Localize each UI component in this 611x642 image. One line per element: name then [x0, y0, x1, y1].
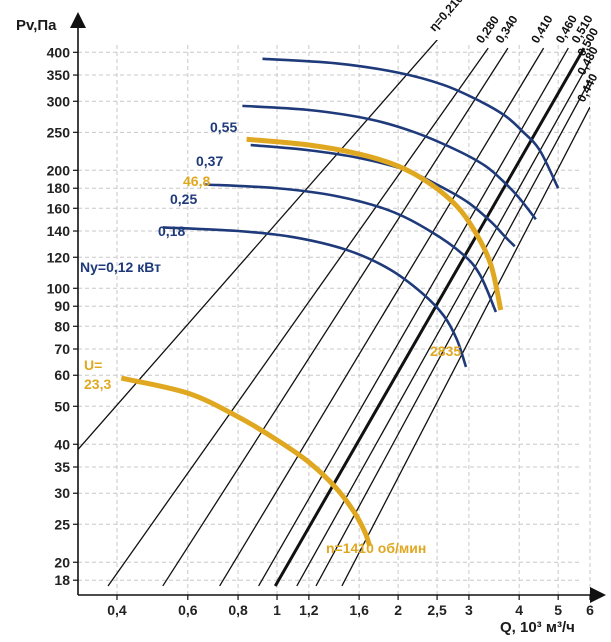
- power-label-012: Ny=0,12 кВт: [80, 259, 161, 275]
- curve-4: [162, 226, 468, 368]
- y-tick-label-20: 400: [47, 44, 71, 60]
- x-tick-label-9: 4: [515, 602, 523, 618]
- x-tick-label-6: 2: [394, 602, 402, 618]
- x-tick-label-11: 6: [586, 602, 594, 618]
- y-tick-label-15: 180: [47, 180, 71, 196]
- grid: [78, 45, 591, 595]
- y-tick-label-11: 100: [47, 280, 71, 296]
- y-tick-label-19: 350: [47, 67, 71, 83]
- efficiency-line-0: [78, 40, 438, 451]
- axes: [70, 12, 606, 603]
- curve-6: [246, 136, 504, 311]
- x-tick-label-7: 2,5: [427, 602, 447, 618]
- x-tick-label-1: 0,6: [178, 602, 198, 618]
- y-tick-label-8: 70: [54, 341, 70, 357]
- efficiency-label-2: 0,340: [493, 13, 521, 46]
- y-tick-label-0: 18: [54, 572, 70, 588]
- x-tick-label-8: 3: [465, 602, 473, 618]
- y-tick-label-17: 250: [47, 124, 71, 140]
- y-tick-label-4: 35: [54, 459, 70, 475]
- y-tick-label-18: 300: [47, 93, 71, 109]
- rpm-1410-label: n=1410 об/мин: [326, 540, 426, 556]
- u-value-label: 23,3: [84, 376, 111, 392]
- power-label-468: 46,8: [183, 173, 210, 189]
- efficiency-line-8: [341, 106, 590, 587]
- curve-2: [250, 143, 516, 248]
- power-label-018: 0,18: [158, 223, 185, 239]
- efficiency-label-3: 0,410: [528, 12, 556, 45]
- efficiency-line-6: [296, 60, 590, 587]
- efficiency-line-2: [162, 47, 509, 587]
- power-label-025: 0,25: [170, 191, 197, 207]
- efficiency-line-1: [107, 47, 489, 587]
- efficiency-lines: [78, 40, 590, 587]
- y-tick-label-9: 80: [54, 318, 70, 334]
- y-tick-label-12: 120: [47, 249, 71, 265]
- x-tick-label-2: 0,8: [228, 602, 248, 618]
- efficiency-line-5: [273, 47, 586, 587]
- y-tick-label-14: 160: [47, 200, 71, 216]
- performance-curves: [120, 57, 560, 547]
- curve-1: [242, 104, 537, 221]
- power-label-037: 0,37: [196, 153, 223, 169]
- x-tick-label-10: 5: [554, 602, 562, 618]
- y-tick-label-5: 40: [54, 436, 70, 452]
- efficiency-label-8: 0,440: [574, 71, 600, 104]
- efficiency-line-3: [219, 47, 545, 587]
- y-axis-title: Pv,Па: [16, 17, 57, 34]
- y-tick-label-2: 25: [54, 516, 70, 532]
- power-label-055: 0,55: [210, 119, 237, 135]
- y-tick-label-16: 200: [47, 162, 71, 178]
- x-tick-label-4: 1,2: [299, 602, 319, 618]
- y-tick-label-10: 90: [54, 298, 70, 314]
- y-tick-label-1: 20: [54, 554, 70, 570]
- x-tick-label-5: 1,6: [349, 602, 369, 618]
- efficiency-line-4: [258, 47, 569, 587]
- curve-5: [120, 375, 373, 547]
- curve-3: [204, 183, 498, 313]
- y-tick-label-13: 140: [47, 223, 71, 239]
- rpm-2835-label: 2835: [430, 343, 461, 359]
- y-tick-label-7: 60: [54, 367, 70, 383]
- x-axis-title: Q, 10³ м³/ч: [500, 619, 575, 636]
- x-tick-label-0: 0,4: [107, 602, 127, 618]
- u-label: U=: [84, 357, 102, 373]
- curve-0: [262, 57, 560, 189]
- x-tick-label-3: 1: [273, 602, 281, 618]
- y-tick-label-3: 30: [54, 485, 70, 501]
- y-tick-label-6: 50: [54, 398, 70, 414]
- efficiency-label-0: η=0,210: [426, 0, 466, 34]
